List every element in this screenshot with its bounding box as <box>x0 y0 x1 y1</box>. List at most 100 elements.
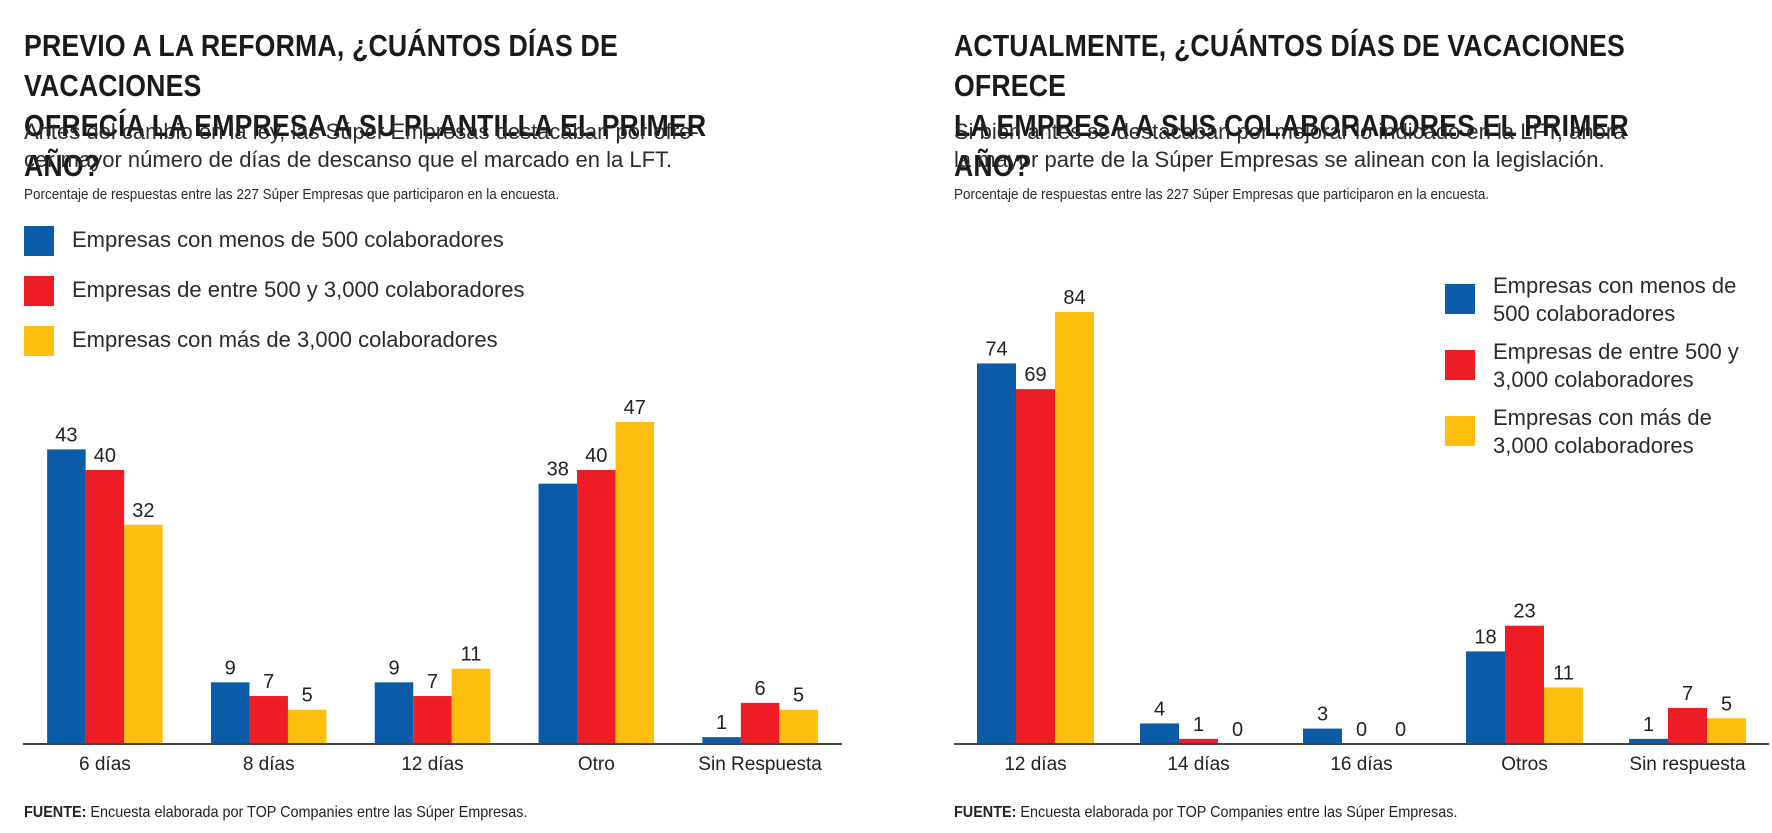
category-label: 8 días <box>243 754 295 775</box>
source-text: Encuesta elaborada por TOP Companies ent… <box>1020 804 1458 821</box>
data-label: 84 <box>1063 287 1085 309</box>
data-label: 0 <box>1356 719 1367 741</box>
bar <box>1055 312 1094 744</box>
chart-subtitle: Antes del cambio en la ley, las Súper Em… <box>24 118 784 174</box>
data-label: 69 <box>1024 364 1046 386</box>
legend-label: Empresas con más de 3,000 colaboradores <box>1493 405 1712 458</box>
bar <box>1544 687 1583 744</box>
bar <box>287 709 327 744</box>
chart-subtitle-line: cer mayor número de días de descanso que… <box>24 147 673 172</box>
data-label: 11 <box>1553 662 1574 684</box>
data-label: 5 <box>1721 693 1732 715</box>
legend-swatch <box>1445 284 1475 314</box>
bar <box>124 524 163 744</box>
source-note: FUENTE: Encuesta elaborada por TOP Compa… <box>24 804 527 822</box>
bar <box>47 449 86 744</box>
bar <box>374 682 414 744</box>
category-label: Sin Respuesta <box>698 754 822 775</box>
data-label: 6 <box>755 678 766 700</box>
data-label: 74 <box>985 338 1007 360</box>
legend-swatch <box>24 326 54 356</box>
chart-subtitle: Si bien antes se destacaban por mejorar … <box>954 118 1714 174</box>
bar <box>740 702 780 744</box>
legend-swatch <box>1445 350 1475 380</box>
legend-label: Empresas con más de 3,000 colaboradores <box>72 327 498 352</box>
bar <box>249 696 288 744</box>
data-label: 23 <box>1513 601 1535 623</box>
bar-chart-before-reform: 43 40 32 6 días 9 7 5 8 días 9 7 11 12 días 38 40 47 Ot… <box>0 380 860 800</box>
bar <box>413 696 452 744</box>
chart-note: Porcentaje de respuestas entre las 227 S… <box>954 186 1490 203</box>
chart-note: Porcentaje de respuestas entre las 227 S… <box>24 186 560 203</box>
chart-title: ACTUALMENTE, ¿CUÁNTOS DÍAS DE VACACIONES… <box>954 26 1642 186</box>
bar-chart-svg: 43 40 32 6 días 9 7 5 8 días 9 7 11 12 días 38 40 47 Ot… <box>23 397 842 775</box>
legend-label: Empresas de entre 500 y 3,000 colaborado… <box>72 277 525 302</box>
bar <box>1140 723 1179 744</box>
category-label: Sin respuesta <box>1629 754 1746 775</box>
data-label: 9 <box>388 657 399 679</box>
bar <box>1179 738 1218 744</box>
data-label: 4 <box>1154 698 1165 720</box>
bar <box>451 668 491 744</box>
category-label: 12 días <box>1004 754 1066 775</box>
data-label: 1 <box>716 712 727 734</box>
chart-title: PREVIO A LA REFORMA, ¿CUÁNTOS DÍAS DE VA… <box>24 26 712 186</box>
data-label: 11 <box>461 644 482 666</box>
bar-chart-current: 74 69 84 12 días 4 1 0 14 días 3 0 0 16 días 18 23 11 O… <box>930 260 1772 800</box>
chart-title-line: LA EMPRESA A SUS COLABORADORES EL PRIMER… <box>954 108 1629 183</box>
legend-swatch <box>1445 416 1475 446</box>
bar <box>1303 728 1342 744</box>
bar <box>779 709 818 744</box>
chart-title-line: OFRECÍA LA EMPRESA A SU PLANTILLA EL PRI… <box>24 108 707 183</box>
chart-subtitle-line: la mayor parte de la Súper Empresas se a… <box>954 147 1605 172</box>
data-label: 1 <box>1643 714 1654 736</box>
bar <box>1466 651 1505 744</box>
bar <box>538 483 578 744</box>
chart-subtitle-line: Antes del cambio en la ley, las Súper Em… <box>24 119 699 144</box>
source-label: FUENTE: <box>24 804 87 821</box>
bar <box>1668 708 1707 744</box>
bar <box>1629 738 1668 744</box>
source-label: FUENTE: <box>954 804 1017 821</box>
data-label: 5 <box>302 685 313 707</box>
category-label: 12 días <box>401 754 463 775</box>
chart-panel-current: ACTUALMENTE, ¿CUÁNTOS DÍAS DE VACACIONES… <box>930 0 1772 833</box>
data-label: 40 <box>585 445 607 467</box>
chart-title-line: ACTUALMENTE, ¿CUÁNTOS DÍAS DE VACACIONES… <box>954 28 1625 103</box>
data-label: 5 <box>793 685 804 707</box>
data-label: 40 <box>94 445 116 467</box>
source-text: Encuesta elaborada por TOP Companies ent… <box>90 804 528 821</box>
legend-label: Empresas de entre 500 y 3,000 colaborado… <box>1493 339 1739 392</box>
chart-panel-before-reform: PREVIO A LA REFORMA, ¿CUÁNTOS DÍAS DE VA… <box>0 0 880 833</box>
source-note: FUENTE: Encuesta elaborada por TOP Compa… <box>954 804 1457 822</box>
legend-label: Empresas con menos de 500 colaboradores <box>72 227 504 252</box>
legend-swatch <box>24 226 54 256</box>
category-label: Otro <box>578 754 615 775</box>
data-label: 18 <box>1474 626 1496 648</box>
bar <box>1505 625 1544 744</box>
category-label: 14 días <box>1167 754 1229 775</box>
bar <box>85 469 125 744</box>
data-label: 38 <box>547 459 569 481</box>
bar <box>1016 389 1055 744</box>
data-label: 47 <box>624 397 646 419</box>
data-label: 7 <box>427 671 438 693</box>
bar <box>1707 718 1746 744</box>
data-label: 7 <box>263 671 274 693</box>
legend-swatch <box>24 276 54 306</box>
category-label: 6 días <box>79 754 131 775</box>
chart-subtitle-line: Si bien antes se destacaban por mejorar … <box>954 119 1626 144</box>
data-label: 0 <box>1395 719 1406 741</box>
legend-label: Empresas con menos de 500 colaboradores <box>1493 273 1737 326</box>
bar <box>702 737 741 744</box>
data-label: 7 <box>1682 683 1693 705</box>
bar <box>977 363 1016 744</box>
data-label: 1 <box>1193 714 1204 736</box>
data-label: 43 <box>55 424 77 446</box>
chart-title-line: PREVIO A LA REFORMA, ¿CUÁNTOS DÍAS DE VA… <box>24 28 618 103</box>
bar <box>210 682 250 744</box>
data-label: 3 <box>1317 704 1328 726</box>
data-label: 32 <box>132 500 154 522</box>
category-label: 16 días <box>1330 754 1392 775</box>
